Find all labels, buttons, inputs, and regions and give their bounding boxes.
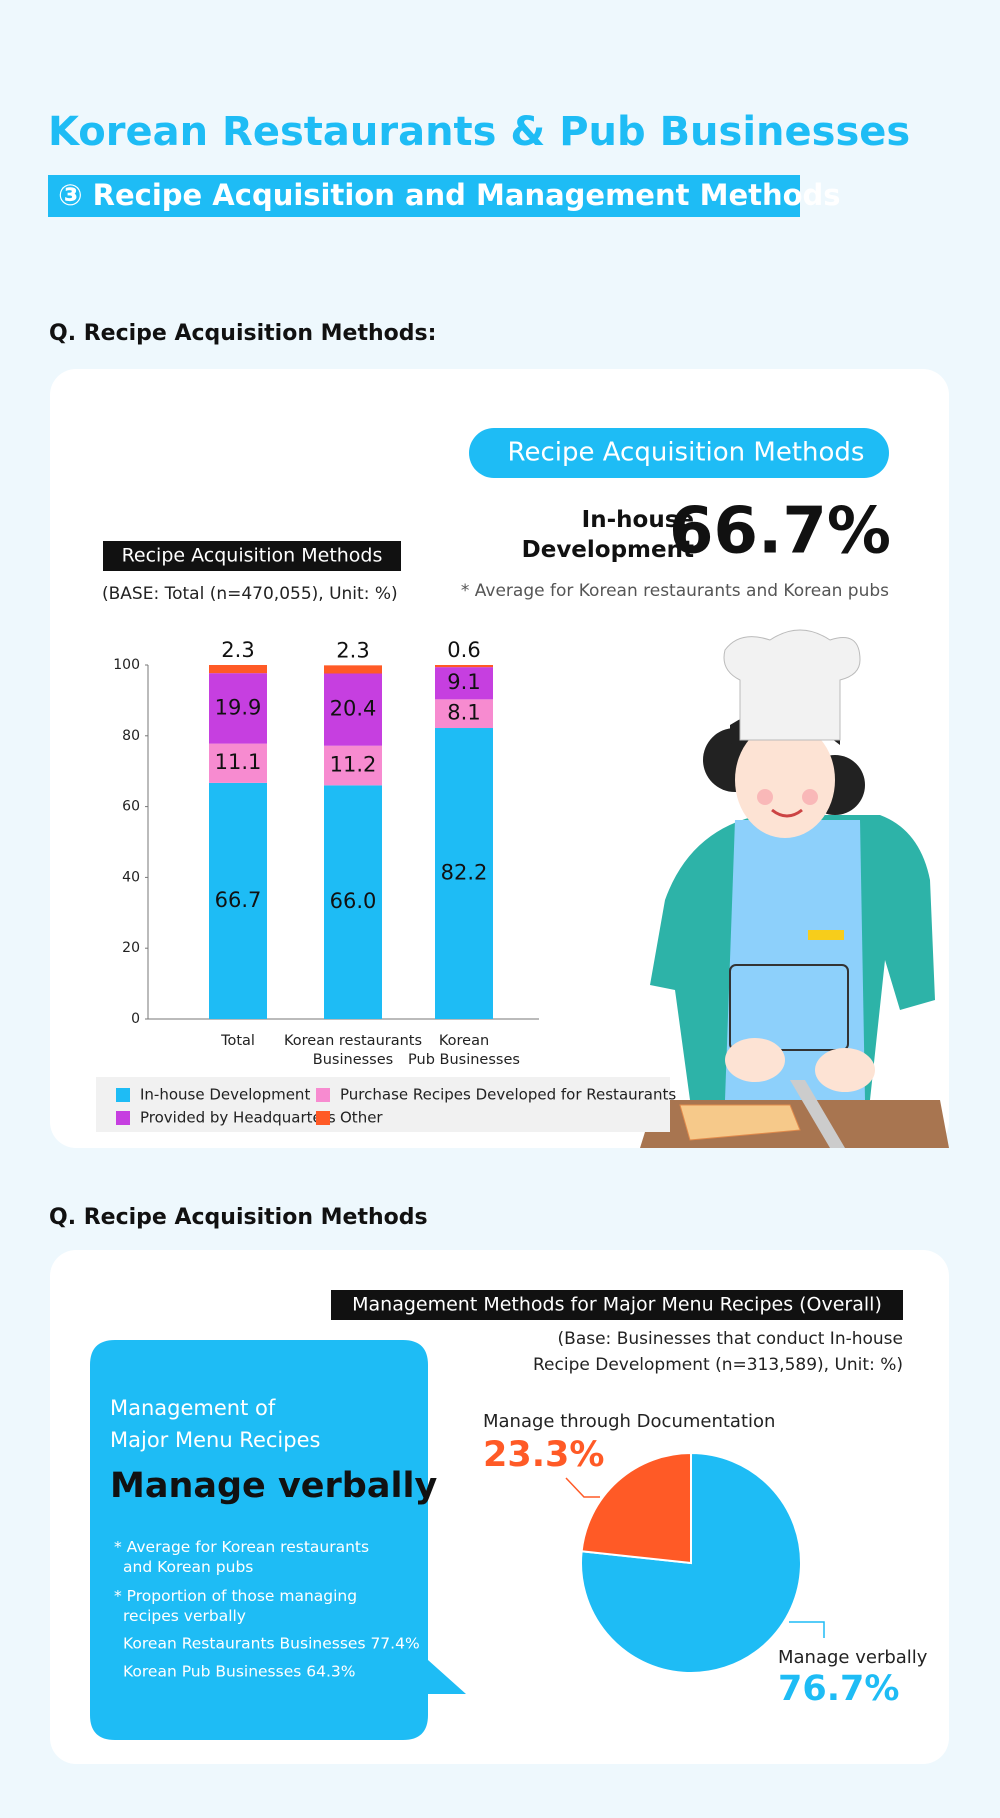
question: Q. Recipe Acquisition Methods: [49,321,436,346]
bar-segment [324,665,382,674]
bar-segment [324,745,382,786]
chart-title: Recipe Acquisition Methods [122,545,383,567]
data-label: 66.0 [330,889,377,913]
y-tick-label: 60 [122,799,140,815]
data-label: 82.2 [441,861,488,885]
chart-subtitle: (Base: Businesses that conduct In-house R… [533,1329,903,1375]
legend-swatch [316,1111,330,1125]
x-tick-label: Korean restaurants Businesses [284,1033,422,1068]
slice-value: 23.3% [483,1435,604,1475]
chart-subtitle: (BASE: Total (n=470,055), Unit: %) [102,584,398,604]
note: * Average for Korean restaurants and Kor… [461,581,889,601]
y-tick-label: 0 [131,1011,140,1027]
legend-box [96,1077,670,1132]
chef-illustration [640,629,949,1148]
badge-text: Recipe Acquisition Methods [508,438,865,468]
data-label: 0.6 [447,638,480,662]
callout-note: * Average for Korean restaurants and Kore… [114,1538,369,1576]
bar-segment [435,667,493,700]
x-tick-label: Korean Pub Businesses [408,1033,520,1068]
callout-note: * Proportion of those managing recipes ve… [114,1587,357,1625]
highlight-value: 66.7% [669,495,891,569]
legend-swatch [116,1088,130,1102]
legend-swatch [316,1088,330,1102]
leader-line [565,1477,600,1498]
leader-line [789,1621,825,1638]
data-label: 9.1 [447,670,480,694]
slice-label: Manage through Documentation [483,1411,775,1432]
legend-label: Other [340,1109,383,1127]
slice-value: 76.7% [778,1669,899,1709]
chart-title: Management Methods for Major Menu Recipe… [352,1294,882,1316]
page-subtitle: ③ Recipe Acquisition and Management Meth… [58,178,841,212]
callout-note: Korean Restaurants Businesses 77.4% [123,1635,420,1653]
subtitle-band [48,175,800,217]
data-label: 20.4 [330,697,377,721]
chart-title-box [331,1290,903,1320]
bar-segment [209,782,267,1019]
callout-title: Manage verbally [110,1466,437,1506]
callout-note: Korean Pub Businesses 64.3% [123,1663,356,1681]
legend-label: In-house Development [140,1086,310,1104]
bar-segment [435,728,493,1019]
data-label: 8.1 [447,701,480,725]
badge [469,428,889,478]
chart-title-box [103,541,401,571]
y-tick-label: 20 [122,940,140,956]
y-tick-label: 40 [122,869,140,885]
data-label: 66.7 [215,888,262,912]
callout [90,1340,466,1740]
question: Q. Recipe Acquisition Methods [49,1205,428,1230]
x-tick-label: Total [220,1033,255,1049]
callout-heading: Management of Major Menu Recipes [110,1396,320,1452]
bar-segment [209,673,267,744]
legend-label: Provided by Headquarters [140,1109,336,1127]
data-label: 11.1 [215,750,262,774]
bar-segment [209,665,267,674]
data-label: 11.2 [330,753,377,777]
page-title: Korean Restaurants & Pub Businesses [48,109,910,155]
bar-segment [324,673,382,746]
bar-segment [435,665,493,668]
pie-slice [580,1451,692,1565]
highlight-label: In-house Development [522,507,694,563]
data-label: 2.3 [336,638,369,662]
data-label: 19.9 [215,695,262,719]
legend-swatch [116,1111,130,1125]
data-label: 2.3 [221,638,254,662]
y-tick-label: 80 [122,728,140,744]
y-tick-label: 100 [113,657,140,673]
bar-segment [209,743,267,783]
bar-segment [324,785,382,1019]
legend-label: Purchase Recipes Developed for Restauran… [340,1086,676,1104]
bar-segment [435,699,493,729]
slice-label: Manage verbally [778,1647,928,1668]
